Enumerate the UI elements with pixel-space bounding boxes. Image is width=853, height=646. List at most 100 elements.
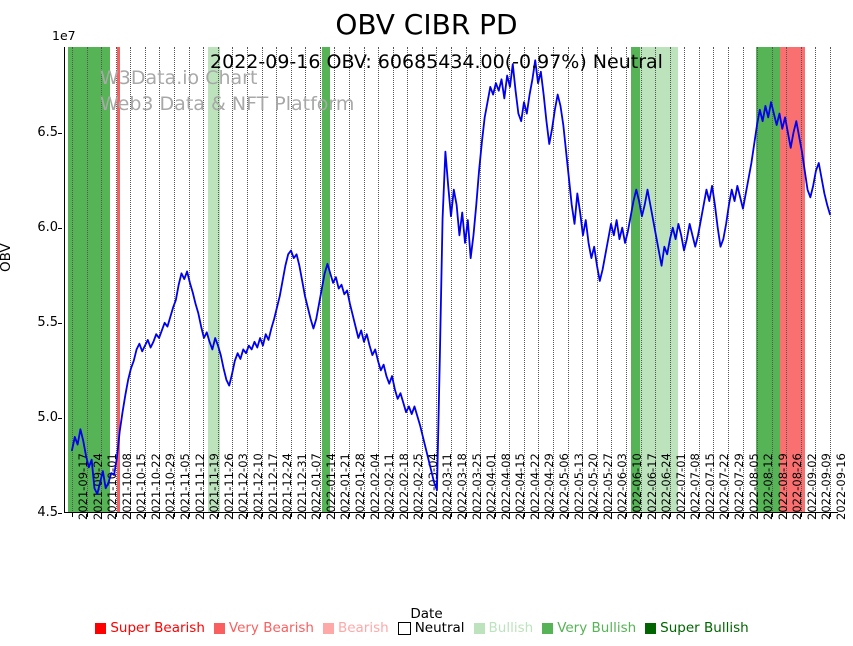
x-tick-mark [451,513,452,517]
x-tick-mark [290,513,292,517]
x-tick-mark [830,513,831,517]
x-tick-mark [72,513,73,517]
grid-line [144,47,146,513]
legend-label: Very Bullish [557,620,637,636]
x-tick-mark [523,513,525,517]
x-tick-mark [538,513,540,517]
signal-band [639,47,678,513]
grid-line [523,47,525,513]
grid-line [159,47,161,513]
signal-band [321,47,331,513]
y-tick-label: 5.5 [37,314,58,330]
y-axis-exponent: 1e7 [52,28,76,43]
legend-entry[interactable]: Very Bullish [542,620,636,636]
grid-line [451,47,452,513]
grid-line [509,47,511,513]
y-tick-mark [58,132,62,134]
x-tick-mark [86,513,88,517]
x-tick-mark [757,513,759,517]
legend-entry[interactable]: Super Bearish [95,620,205,636]
x-tick-mark [640,513,642,517]
x-tick-mark [203,513,205,517]
obv-line-series [71,59,831,495]
grid-line [101,47,103,513]
x-tick-mark [669,513,671,517]
x-tick-mark [596,513,598,517]
y-tick-label: 6.0 [37,219,58,235]
grid-line [130,47,132,513]
x-tick-mark [159,513,161,517]
x-tick-mark [130,513,132,517]
x-tick-mark [378,513,380,517]
x-tick-mark [698,513,700,517]
grid-line [742,47,744,513]
x-tick-mark [582,513,584,517]
grid-line [319,47,321,513]
legend-entry[interactable]: Bearish [322,620,389,636]
x-tick-mark [611,513,613,517]
x-tick-mark [407,513,409,517]
y-tick-label: 6.5 [37,124,58,140]
x-tick-mark [567,513,569,517]
grid-line [815,47,817,513]
x-tick-mark [684,513,686,517]
signal-band [755,47,780,513]
legend-label: Neutral [414,620,465,636]
legend-entry[interactable]: Very Bearish [213,620,314,636]
legend-label: Bearish [337,620,389,636]
grid-line [567,47,569,513]
x-tick-mark [363,513,365,517]
grid-line [611,47,613,513]
legend-swatch-icon [322,622,334,634]
legend-entry[interactable]: Neutral [397,620,465,636]
y-tick-label: 5.0 [37,409,58,425]
legend-swatch-icon [542,622,554,634]
grid-line [232,47,234,513]
x-tick-mark [421,513,423,517]
x-tick-mark [509,513,511,517]
grid-line [830,47,831,513]
grid-line [72,47,73,513]
x-tick-mark [334,513,336,517]
grid-line [305,47,307,513]
x-tick-mark [465,513,467,517]
y-tick-mark [58,417,62,419]
grid-line [392,47,394,513]
legend-swatch-icon [645,622,657,634]
legend: Super Bearish Very Bearish Bearish Neutral B… [0,620,853,636]
chart-subtitle: 2022-09-16 OBV: 60685434.00(-0.97%) Neut… [210,51,663,73]
x-tick-mark [348,513,350,517]
legend-swatch-icon [213,622,225,634]
x-axis-ticks: 2021-09-17 2021-09-24 2021-10-01 2021-10-08… [64,453,848,613]
x-tick-mark [786,513,788,517]
x-tick-mark [742,513,744,517]
grid-line [727,47,729,513]
x-tick-mark [305,513,307,517]
grid-line [378,47,380,513]
grid-line [217,47,219,513]
x-tick-mark [713,513,715,517]
grid-line [582,47,584,513]
x-tick-mark [174,513,176,517]
grid-line [625,47,627,513]
grid-line [290,47,292,513]
x-tick-mark [727,513,729,517]
grid-line [115,47,117,513]
grid-line [698,47,700,513]
x-tick-mark [553,513,555,517]
legend-swatch-icon [473,622,485,634]
grid-line [86,47,88,513]
grid-line [436,47,438,513]
grid-line [596,47,598,513]
legend-label: Super Bearish [110,620,205,636]
grid-line [800,47,802,513]
grid-line [480,47,482,513]
x-tick-mark [319,513,321,517]
legend-entry[interactable]: Super Bullish [645,620,749,636]
x-tick-mark [144,513,146,517]
x-tick-mark [815,513,817,517]
y-axis-label: OBV [0,243,14,272]
legend-label: Very Bearish [228,620,314,636]
legend-entry[interactable]: Bullish [473,620,533,636]
grid-line [261,47,263,513]
